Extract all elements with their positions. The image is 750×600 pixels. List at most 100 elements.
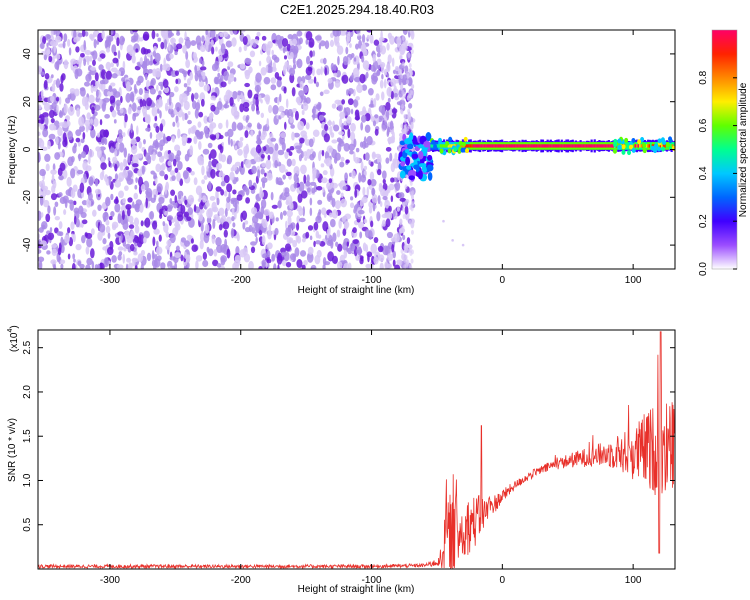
noise-speckle — [93, 117, 99, 127]
noise-speckle — [278, 163, 286, 173]
noise-speckle — [42, 36, 47, 45]
noise-speckle — [198, 73, 202, 83]
noise-speckle — [406, 79, 410, 85]
noise-speckle — [129, 243, 135, 252]
spectrogram-marks — [38, 30, 675, 269]
noise-speckle — [371, 76, 378, 85]
transition-blob — [423, 140, 431, 148]
noise-speckle — [127, 262, 133, 269]
noise-speckle — [392, 209, 396, 217]
noise-speckle — [115, 196, 119, 204]
noise-speckle — [354, 189, 358, 198]
noise-speckle — [270, 77, 277, 84]
noise-speckle — [363, 219, 368, 224]
noise-speckle — [199, 202, 204, 210]
transition-blob — [405, 156, 411, 166]
noise-speckle — [399, 109, 403, 115]
noise-speckle — [140, 184, 146, 192]
signal-blob — [668, 137, 673, 143]
signal-blob — [453, 147, 458, 153]
noise-speckle — [355, 109, 360, 117]
noise-speckle — [166, 135, 172, 142]
signal-core — [537, 144, 540, 148]
noise-speckle — [159, 208, 165, 215]
noise-speckle — [171, 175, 176, 181]
transition-blob — [404, 138, 412, 145]
noise-speckle — [139, 57, 143, 65]
noise-speckle — [246, 114, 250, 121]
noise-speckle — [90, 84, 94, 94]
noise-speckle — [386, 73, 390, 78]
signal-core — [560, 144, 563, 148]
signal-blob — [631, 138, 636, 144]
noise-speckle — [127, 197, 133, 203]
noise-speckle — [154, 52, 161, 63]
noise-speckle — [203, 115, 209, 124]
noise-speckle — [129, 129, 134, 139]
noise-speckle — [393, 85, 397, 93]
noise-speckle — [121, 77, 126, 83]
signal-core — [490, 144, 493, 148]
noise-speckle — [153, 228, 160, 235]
noise-speckle — [74, 68, 79, 80]
noise-speckle — [307, 246, 314, 255]
noise-speckle — [311, 167, 317, 176]
noise-speckle — [60, 263, 64, 269]
signal-core — [441, 144, 444, 148]
noise-speckle — [258, 60, 262, 67]
noise-speckle — [305, 55, 310, 65]
noise-speckle — [291, 131, 295, 141]
noise-speckle — [216, 263, 222, 268]
noise-speckle — [157, 151, 163, 158]
noise-speckle — [176, 121, 180, 128]
noise-speckle — [281, 259, 287, 267]
noise-speckle — [146, 97, 152, 107]
noise-speckle — [151, 106, 158, 117]
noise-speckle — [230, 228, 235, 239]
noise-speckle — [396, 206, 401, 212]
noise-speckle — [193, 135, 198, 145]
noise-speckle — [189, 71, 194, 81]
noise-speckle — [124, 113, 128, 123]
noise-speckle — [268, 224, 272, 232]
colorbar-tick-label: 0.4 — [698, 166, 709, 180]
snr-xtick-label: 100 — [625, 575, 642, 586]
noise-speckle — [158, 234, 162, 242]
noise-speckle — [51, 102, 58, 110]
noise-speckle — [174, 144, 181, 152]
signal-core — [541, 144, 545, 148]
noise-speckle — [284, 151, 289, 159]
signal-core — [559, 144, 562, 148]
noise-speckle — [337, 261, 343, 269]
noise-speckle — [309, 50, 314, 58]
noise-speckle — [368, 206, 373, 214]
noise-speckle — [322, 257, 327, 267]
noise-speckle — [319, 91, 324, 97]
snr-multiplier-base: (x10 — [9, 332, 20, 352]
noise-speckle — [108, 85, 113, 93]
noise-speckle — [390, 90, 394, 100]
noise-speckle — [302, 85, 309, 94]
noise-speckle — [82, 30, 86, 38]
noise-speckle — [379, 201, 383, 207]
noise-speckle — [84, 81, 91, 87]
signal-core — [486, 144, 490, 148]
signal-core — [639, 144, 642, 148]
signal-core — [673, 144, 675, 148]
noise-speckle — [373, 39, 380, 46]
noise-speckle — [349, 202, 355, 209]
noise-speckle — [135, 48, 139, 53]
noise-speckle — [286, 210, 293, 218]
noise-speckle — [363, 136, 367, 145]
noise-speckle — [242, 185, 248, 192]
noise-speckle — [342, 55, 349, 66]
noise-speckle — [404, 262, 408, 268]
noise-speckle — [342, 228, 347, 237]
noise-speckle — [375, 93, 380, 101]
noise-speckle — [346, 37, 351, 42]
noise-speckle — [75, 46, 80, 53]
noise-speckle — [209, 195, 216, 201]
noise-speckle — [201, 35, 205, 42]
noise-speckle — [279, 93, 282, 103]
noise-speckle — [367, 88, 374, 96]
